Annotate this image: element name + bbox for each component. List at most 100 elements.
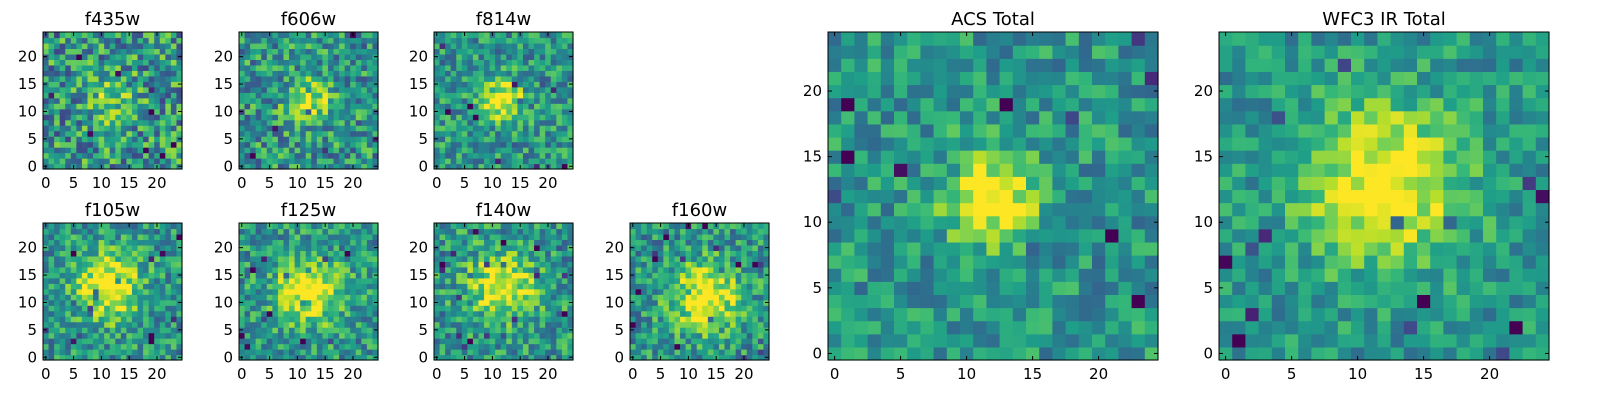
heatmap-cell: [300, 32, 307, 39]
heatmap-cell: [300, 103, 307, 110]
heatmap-cell: [339, 136, 346, 143]
heatmap-cell: [266, 239, 273, 246]
heatmap-cell: [294, 277, 301, 284]
heatmap-cell: [561, 152, 569, 159]
heatmap-cell: [920, 294, 935, 309]
heatmap-cell: [255, 64, 262, 71]
heatmap-cell: [120, 244, 127, 251]
heatmap-cell: [333, 294, 340, 301]
heatmap-cell: [159, 103, 166, 110]
heatmap-cell: [283, 299, 290, 306]
heatmap-cell: [434, 288, 441, 295]
heatmap-cell: [517, 310, 524, 317]
heatmap-cell: [517, 266, 524, 273]
heatmap-cell: [461, 141, 468, 148]
heatmap-cell: [741, 316, 748, 323]
heatmap-cell: [561, 332, 569, 339]
heatmap-cell: [54, 266, 61, 273]
heatmap-cell: [500, 288, 507, 295]
heatmap-cell: [300, 130, 307, 137]
heatmap-cell: [1144, 294, 1159, 309]
heatmap-cell: [176, 349, 183, 356]
heatmap-cell: [87, 59, 94, 66]
heatmap-cell: [81, 228, 89, 235]
heatmap-cell: [461, 42, 468, 50]
heatmap-cell: [344, 244, 351, 251]
heatmap-cell: [322, 277, 329, 284]
heatmap-cell: [500, 233, 507, 241]
heatmap-cell: [48, 294, 55, 301]
heatmap-cell: [630, 255, 637, 262]
heatmap-cell: [528, 343, 535, 350]
heatmap-cell: [534, 244, 541, 251]
heatmap-cell: [327, 119, 335, 126]
heatmap-cell: [1012, 281, 1027, 295]
heatmap-cell: [461, 239, 468, 246]
heatmap-cell: [933, 228, 948, 243]
heatmap-cell: [350, 277, 357, 284]
heatmap-cell: [999, 320, 1014, 335]
heatmap-cell: [1105, 294, 1119, 309]
heatmap-cell: [500, 64, 507, 71]
heatmap-cell: [283, 108, 290, 115]
heatmap-cell: [500, 32, 507, 39]
heatmap-cell: [104, 349, 111, 356]
heatmap-cell: [517, 48, 524, 55]
heatmap-cell: [445, 266, 452, 273]
heatmap-cell: [327, 272, 335, 279]
heatmap-cell: [735, 223, 742, 230]
heatmap-cell: [93, 283, 100, 290]
heatmap-cell: [702, 261, 709, 268]
heatmap-cell: [87, 32, 94, 39]
heatmap-cell: [366, 354, 374, 361]
heatmap-cell: [707, 349, 714, 356]
heatmap-cell: [159, 343, 166, 350]
heatmap-cell: [126, 114, 133, 121]
heatmap-cell: [272, 266, 279, 273]
heatmap-cell: [556, 59, 563, 66]
heatmap-cell: [894, 228, 908, 243]
heatmap-cell: [668, 299, 676, 306]
heatmap-cell: [255, 75, 262, 82]
heatmap-cell: [484, 125, 491, 132]
heatmap-cell: [668, 305, 676, 312]
heatmap-cell: [763, 266, 770, 273]
heatmap-cell: [104, 354, 111, 361]
heatmap-cell: [350, 81, 357, 88]
heatmap-cell: [366, 147, 374, 154]
heatmap-cell: [311, 343, 318, 350]
heatmap-cell: [522, 250, 530, 257]
heatmap-cell: [500, 125, 507, 132]
heatmap-cell: [724, 327, 731, 334]
heatmap-cell: [1026, 215, 1040, 230]
heatmap-cell: [361, 147, 368, 154]
heatmap-cell: [500, 244, 507, 251]
heatmap-cell: [511, 103, 518, 110]
heatmap-cell: [434, 97, 441, 104]
heatmap-cell: [54, 305, 61, 312]
heatmap-cell: [550, 125, 557, 132]
heatmap-cell: [93, 92, 100, 99]
heatmap-cell: [539, 299, 546, 306]
heatmap-cell: [461, 97, 468, 104]
heatmap-cell: [522, 321, 530, 328]
heatmap-cell: [506, 343, 513, 350]
heatmap-cell: [495, 32, 502, 39]
heatmap-cell: [724, 223, 731, 230]
heatmap-cell: [104, 239, 111, 246]
heatmap-cell: [70, 48, 77, 55]
heatmap-cell: [657, 305, 664, 312]
heatmap-cell: [472, 158, 480, 165]
heatmap-cell: [439, 114, 446, 121]
heatmap-cell: [355, 283, 362, 290]
heatmap-cell: [506, 288, 513, 295]
heatmap-cell: [65, 250, 72, 257]
heatmap-cell: [159, 250, 166, 257]
heatmap-cell: [366, 53, 374, 60]
heatmap-cell: [283, 125, 290, 132]
heatmap-cell: [561, 327, 569, 334]
heatmap-cell: [933, 307, 948, 322]
heatmap-cell: [109, 147, 116, 154]
heatmap-cell: [311, 223, 318, 230]
heatmap-cell: [137, 283, 144, 290]
